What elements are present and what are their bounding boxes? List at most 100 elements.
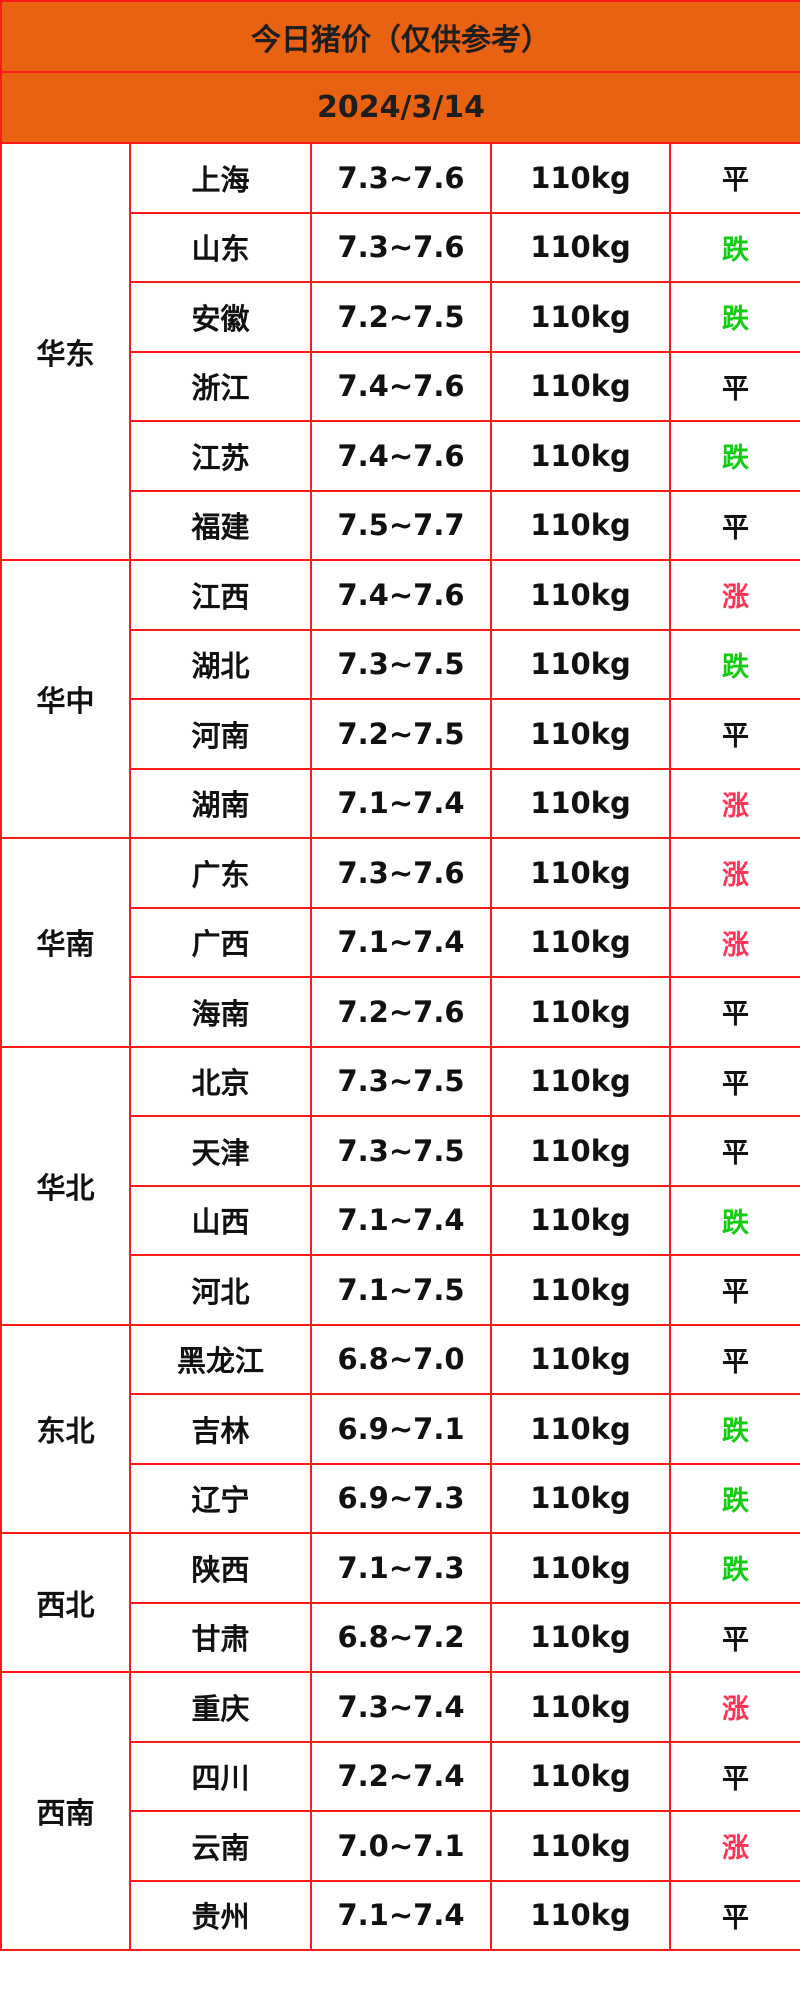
trend-cell: 平: [668, 350, 800, 422]
province-cell: 山西: [129, 1184, 312, 1256]
weight-cell: 110kg: [490, 1810, 671, 1882]
weight-cell: 110kg: [490, 767, 671, 839]
province-cell: 河北: [129, 1254, 312, 1326]
trend-cell: 跌: [668, 211, 800, 283]
table-row: 贵州 7.1~7.4 110kg 平: [1, 1879, 800, 1951]
weight-cell: 110kg: [490, 489, 671, 561]
table-row: 海南 7.2~7.6 110kg 平: [1, 976, 800, 1048]
price-cell: 7.3~7.5: [310, 1045, 492, 1117]
price-cell: 7.1~7.4: [310, 1184, 492, 1256]
weight-cell: 110kg: [490, 1184, 671, 1256]
trend-cell: 涨: [668, 906, 800, 978]
trend-cell: 平: [668, 976, 800, 1048]
trend-cell: 平: [668, 1115, 800, 1187]
table-row: 山东 7.3~7.6 110kg 跌: [1, 211, 800, 283]
table-row: 华东 上海 7.3~7.6 110kg 平: [0, 142, 800, 561]
province-cell: 福建: [129, 489, 312, 561]
weight-cell: 110kg: [490, 559, 671, 631]
weight-cell: 110kg: [490, 281, 671, 353]
province-cell: 海南: [129, 976, 312, 1048]
trend-cell: 平: [668, 1254, 800, 1326]
weight-cell: 110kg: [490, 906, 671, 978]
trend-cell: 平: [668, 1740, 800, 1812]
table-row: 湖北 7.3~7.5 110kg 跌: [1, 628, 800, 700]
price-cell: 7.1~7.5: [310, 1254, 492, 1326]
trend-cell: 平: [668, 1879, 800, 1951]
price-cell: 7.3~7.6: [310, 837, 492, 909]
trend-cell: 平: [668, 489, 800, 561]
province-cell: 甘肃: [129, 1601, 312, 1673]
table-row: 华中 江西 7.4~7.6 110kg 涨: [0, 559, 800, 839]
table-row: 四川 7.2~7.4 110kg 平: [1, 1740, 800, 1812]
weight-cell: 110kg: [490, 698, 671, 770]
weight-cell: 110kg: [490, 142, 671, 214]
price-cell: 7.3~7.5: [310, 1115, 492, 1187]
trend-cell: 涨: [668, 1810, 800, 1882]
price-cell: 7.3~7.5: [310, 628, 492, 700]
province-cell: 浙江: [129, 350, 312, 422]
table-row: 浙江 7.4~7.6 110kg 平: [1, 350, 800, 422]
trend-cell: 平: [668, 1601, 800, 1673]
price-cell: 6.9~7.1: [310, 1393, 492, 1465]
trend-cell: 跌: [668, 628, 800, 700]
province-cell: 贵州: [129, 1879, 312, 1951]
price-cell: 7.4~7.6: [310, 559, 492, 631]
table-row: 广西 7.1~7.4 110kg 涨: [1, 906, 800, 978]
price-cell: 7.1~7.4: [310, 1879, 492, 1951]
province-cell: 江西: [129, 559, 312, 631]
price-cell: 7.1~7.4: [310, 906, 492, 978]
table-row: 云南 7.0~7.1 110kg 涨: [1, 1810, 800, 1882]
trend-cell: 跌: [668, 1532, 800, 1604]
province-cell: 天津: [129, 1115, 312, 1187]
table-row: 福建 7.5~7.7 110kg 平: [1, 489, 800, 561]
weight-cell: 110kg: [490, 1254, 671, 1326]
trend-cell: 平: [668, 698, 800, 770]
price-cell: 7.0~7.1: [310, 1810, 492, 1882]
price-cell: 7.3~7.4: [310, 1671, 492, 1743]
table-row: 华北 北京 7.3~7.5 110kg 平: [0, 1045, 800, 1326]
table-row: 辽宁 6.9~7.3 110kg 跌: [1, 1462, 800, 1534]
table-row: 西南 重庆 7.3~7.4 110kg 涨: [0, 1671, 800, 1951]
weight-cell: 110kg: [490, 1601, 671, 1673]
table-row: 安徽 7.2~7.5 110kg 跌: [1, 281, 800, 353]
pig-price-table: 今日猪价（仅供参考） 2024/3/14 华东 上海 7.3~7.6 110kg 平山东…: [0, 0, 800, 1951]
weight-cell: 110kg: [490, 1462, 671, 1534]
weight-cell: 110kg: [490, 1532, 671, 1604]
province-cell: 安徽: [129, 281, 312, 353]
price-cell: 6.8~7.2: [310, 1601, 492, 1673]
weight-cell: 110kg: [490, 1879, 671, 1951]
table-row: 天津 7.3~7.5 110kg 平: [1, 1115, 800, 1187]
table-date: 2024/3/14: [0, 71, 800, 144]
price-cell: 7.4~7.6: [310, 420, 492, 492]
trend-cell: 跌: [668, 281, 800, 353]
province-cell: 山东: [129, 211, 312, 283]
weight-cell: 110kg: [490, 976, 671, 1048]
price-cell: 7.4~7.6: [310, 350, 492, 422]
trend-cell: 涨: [668, 767, 800, 839]
weight-cell: 110kg: [490, 628, 671, 700]
price-cell: 7.3~7.6: [310, 142, 492, 214]
trend-cell: 涨: [668, 837, 800, 909]
region-cell: 华南: [0, 837, 131, 1048]
trend-cell: 跌: [668, 1184, 800, 1256]
trend-cell: 跌: [668, 1393, 800, 1465]
price-cell: 7.2~7.5: [310, 281, 492, 353]
table-row: 华南 广东 7.3~7.6 110kg 涨: [0, 837, 800, 1048]
weight-cell: 110kg: [490, 420, 671, 492]
price-cell: 7.5~7.7: [310, 489, 492, 561]
table-row: 西北 陕西 7.1~7.3 110kg 跌: [0, 1532, 800, 1673]
price-cell: 7.3~7.6: [310, 211, 492, 283]
region-cell: 西南: [0, 1671, 131, 1951]
table-row: 河北 7.1~7.5 110kg 平: [1, 1254, 800, 1326]
region-cell: 东北: [0, 1323, 131, 1534]
weight-cell: 110kg: [490, 1045, 671, 1117]
weight-cell: 110kg: [490, 1740, 671, 1812]
province-cell: 上海: [129, 142, 312, 214]
province-cell: 四川: [129, 1740, 312, 1812]
weight-cell: 110kg: [490, 350, 671, 422]
price-cell: 6.8~7.0: [310, 1323, 492, 1395]
trend-cell: 平: [668, 142, 800, 214]
table-row: 甘肃 6.8~7.2 110kg 平: [1, 1601, 800, 1673]
trend-cell: 平: [668, 1323, 800, 1395]
province-cell: 北京: [129, 1045, 312, 1117]
